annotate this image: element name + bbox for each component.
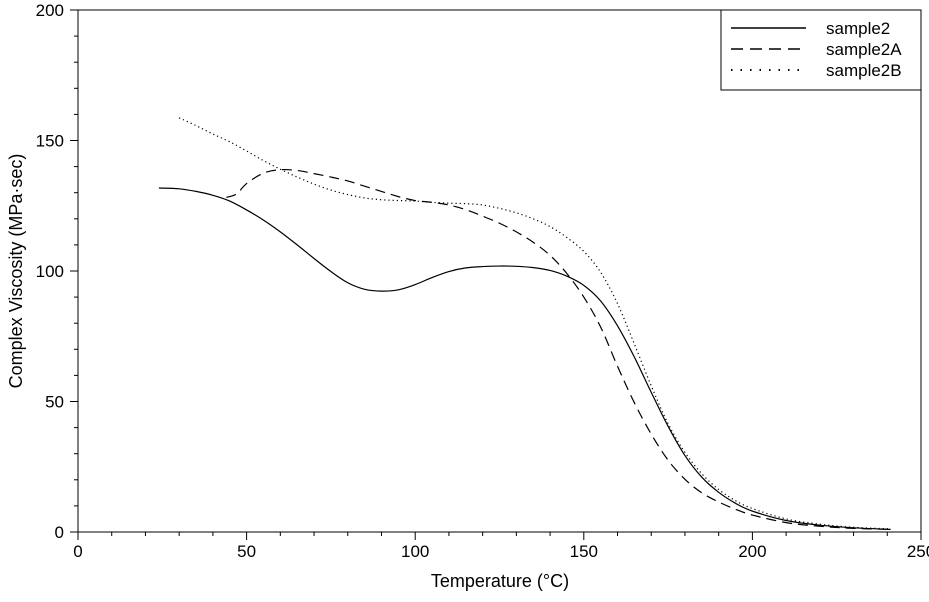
x-tick-label: 250 xyxy=(907,542,929,561)
y-tick-label: 200 xyxy=(36,1,64,20)
x-tick-label: 100 xyxy=(401,542,429,561)
plot-background xyxy=(78,10,921,532)
legend-label-sample2a: sample2A xyxy=(826,40,902,59)
y-tick-label: 50 xyxy=(45,393,64,412)
y-tick-label: 0 xyxy=(55,523,64,542)
series-line-sample2 xyxy=(158,187,891,530)
legend: sample2 sample2A sample2B xyxy=(720,9,922,91)
x-tick-label: 50 xyxy=(237,542,256,561)
series-line-sample2a xyxy=(226,168,891,530)
x-tick-label: 0 xyxy=(73,542,82,561)
y-tick-label: 150 xyxy=(36,132,64,151)
legend-box xyxy=(720,9,922,91)
legend-label-sample2: sample2 xyxy=(826,19,890,38)
plot-area xyxy=(78,10,921,532)
x-tick-label: 200 xyxy=(738,542,766,561)
legend-label-sample2b: sample2B xyxy=(826,61,902,80)
y-tick-label: 100 xyxy=(36,262,64,281)
series-layer xyxy=(158,117,891,530)
x-axis-title: Temperature (°C) xyxy=(431,571,569,591)
x-tick-label: 150 xyxy=(570,542,598,561)
y-axis-title: Complex Viscosity (MPa·sec) xyxy=(6,154,26,389)
